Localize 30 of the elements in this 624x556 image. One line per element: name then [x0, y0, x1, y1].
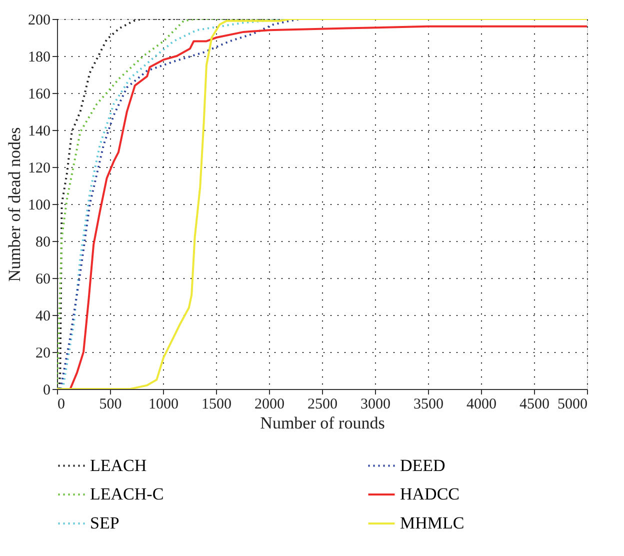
y-tick-label: 140	[28, 124, 50, 140]
y-tick-label: 160	[28, 86, 50, 102]
y-axis-title: Number of dead nodes	[5, 127, 24, 282]
legend-label: DEED	[400, 456, 446, 475]
x-tick-label: 2500	[308, 396, 338, 412]
x-tick-label: 500	[99, 396, 122, 412]
x-axis-title: Number of rounds	[260, 414, 385, 432]
y-tick-label: 40	[36, 308, 50, 324]
y-tick-label: 60	[36, 272, 50, 288]
x-tick-label: 3500	[414, 396, 444, 412]
y-tick-label: 80	[36, 234, 50, 250]
x-tick-label: 5000	[558, 396, 588, 412]
legend-label: MHMLC	[400, 514, 464, 532]
y-tick-label: 100	[28, 198, 50, 214]
y-tick-label: 200	[28, 12, 50, 28]
x-tick-label: 3000	[360, 396, 390, 412]
y-tick-label: 20	[36, 346, 50, 362]
y-tick-label: 180	[28, 50, 50, 66]
x-tick-label: 4500	[520, 396, 550, 412]
x-tick-label: 4000	[466, 396, 496, 412]
x-tick-label: 1500	[202, 396, 232, 412]
x-tick-label: 2000	[254, 396, 284, 412]
legend-label: SEP	[90, 514, 120, 532]
y-tick-label: 120	[28, 160, 50, 176]
y-tick-label: 0	[43, 382, 50, 398]
legend-label: LEACH-C	[90, 484, 164, 504]
legend-label: HADCC	[400, 484, 460, 504]
x-tick-label: 0	[58, 396, 65, 412]
legend-label: LEACH	[90, 456, 147, 475]
x-tick-label: 1000	[148, 396, 178, 412]
